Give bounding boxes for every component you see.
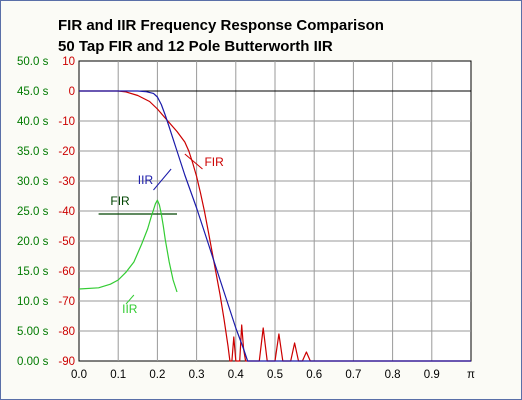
- annotation-label-fir: FIR: [110, 194, 130, 208]
- tick-labels: 50.0 s 45.0 s 40.0 s 35.0 s 30.0 s 25.0 s 20.0…: [17, 56, 475, 381]
- magnitude-tick-label: -60: [58, 266, 75, 278]
- delay-tick-label: 25.0 s: [17, 206, 49, 218]
- x-tick-label: 0.3: [189, 369, 205, 381]
- annotation-leader: [125, 294, 135, 305]
- magnitude-tick-label: -80: [58, 326, 75, 338]
- x-tick-label: 0.0: [71, 369, 87, 381]
- magnitude-tick-label: 0: [69, 86, 75, 98]
- annotation-layer: IIR FIR FIR IIR: [110, 153, 224, 316]
- annotation-label-iir: IIR: [138, 173, 154, 187]
- x-tick-label: 0.4: [228, 369, 245, 381]
- x-tick-label: 0.2: [149, 369, 165, 381]
- x-tick-label: 0.6: [306, 369, 322, 381]
- series-fir-magnitude: [79, 90, 471, 362]
- x-tick-label: 0.8: [385, 369, 401, 381]
- x-tick-label: π: [467, 369, 475, 381]
- x-tick-label: 0.5: [267, 369, 283, 381]
- magnitude-tick-label: -30: [58, 176, 75, 188]
- x-tick-label: 0.9: [424, 369, 440, 381]
- magnitude-tick-label: -90: [58, 356, 75, 368]
- annotation-leader: [153, 168, 172, 191]
- magnitude-tick-label: 10: [62, 56, 75, 68]
- annotation-label-fir: FIR: [204, 155, 224, 169]
- annotation-label-iir: IIR: [122, 302, 138, 316]
- annotation-leader: [184, 153, 203, 170]
- series-iir-magnitude: [79, 90, 471, 362]
- magnitude-tick-label: -50: [58, 236, 75, 248]
- delay-tick-label: 40.0 s: [17, 116, 49, 128]
- magnitude-tick-label: -70: [58, 296, 75, 308]
- delay-tick-label: 50.0 s: [17, 56, 49, 68]
- magnitude-tick-label: -20: [58, 146, 75, 158]
- series-layer: [78, 90, 471, 362]
- magnitude-tick-label: -40: [58, 206, 75, 218]
- delay-tick-label: 35.0 s: [17, 146, 49, 158]
- delay-tick-label: 0.00 s: [17, 356, 49, 368]
- x-tick-label: 0.1: [110, 369, 126, 381]
- delay-tick-label: 15.0 s: [17, 266, 49, 278]
- x-tick-label: 0.7: [345, 369, 361, 381]
- delay-tick-label: 20.0 s: [17, 236, 49, 248]
- delay-tick-label: 45.0 s: [17, 86, 49, 98]
- chart-title: FIR and IIR Frequency Response Compariso…: [58, 17, 384, 34]
- magnitude-tick-label: -10: [58, 116, 75, 128]
- series-iir-delay: [78, 199, 178, 293]
- chart-subtitle: 50 Tap FIR and 12 Pole Butterworth IIR: [58, 38, 333, 55]
- delay-tick-label: 30.0 s: [17, 176, 49, 188]
- delay-tick-label: 5.00 s: [17, 326, 49, 338]
- delay-tick-label: 10.0 s: [17, 296, 49, 308]
